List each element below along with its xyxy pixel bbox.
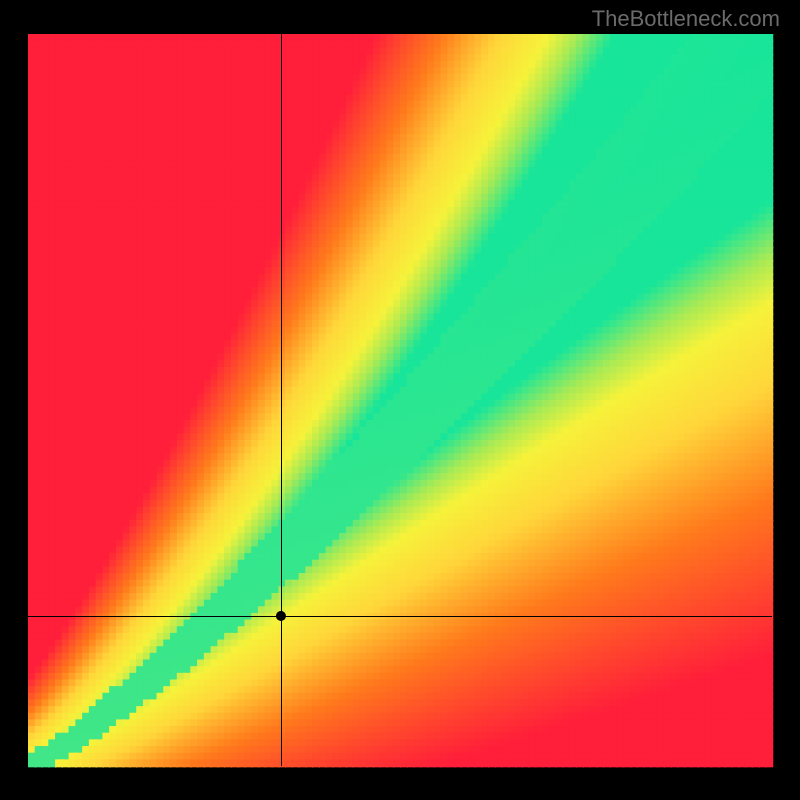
bottleneck-heatmap <box>0 0 800 800</box>
chart-frame: TheBottleneck.com <box>0 0 800 800</box>
watermark-text: TheBottleneck.com <box>592 6 780 32</box>
